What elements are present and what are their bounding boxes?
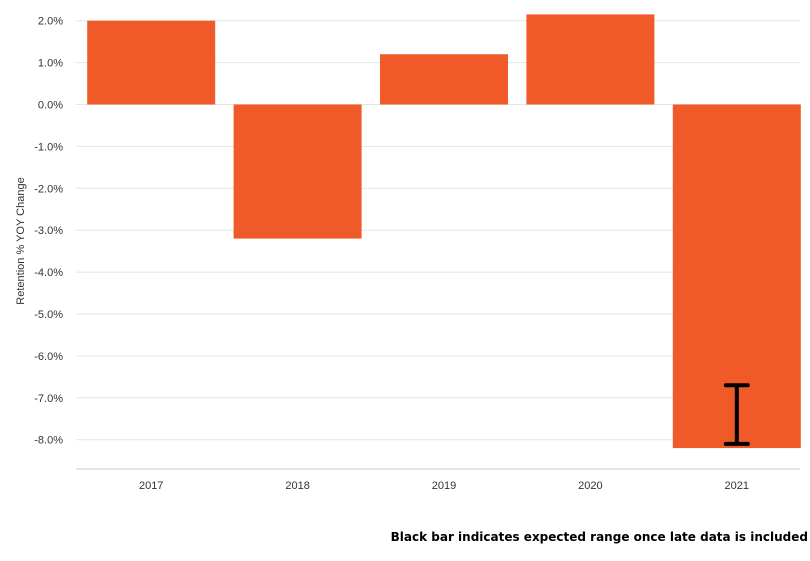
x-tick-label: 2021 — [725, 480, 749, 492]
x-axis-ticks: 2017 2018 2019 2020 2021 — [139, 480, 749, 492]
bar-2020 — [526, 14, 655, 105]
footnote: Black bar indicates expected range once … — [390, 530, 808, 544]
y-tick-label: -3.0% — [34, 225, 63, 237]
y-tick-label: -7.0% — [34, 393, 63, 405]
error-range — [723, 383, 750, 446]
bar-2017 — [87, 20, 216, 105]
y-tick-label: 1.0% — [38, 58, 63, 70]
bar-2019 — [380, 54, 508, 105]
y-tick-label: -5.0% — [34, 309, 63, 321]
y-tick-label: 0.0% — [38, 100, 63, 112]
y-tick-label: -2.0% — [34, 183, 63, 195]
x-tick-label: 2019 — [432, 480, 456, 492]
bars — [87, 14, 801, 449]
x-tick-label: 2020 — [578, 480, 602, 492]
y-tick-label: -6.0% — [34, 351, 63, 363]
y-axis-ticks: 2.0% 1.0% 0.0% -1.0% -2.0% -3.0% -4.0% -5.0% -6.… — [34, 16, 63, 447]
y-tick-label: 2.0% — [38, 16, 63, 28]
bar-2018 — [233, 104, 362, 239]
y-axis-label: Retention % YOY Change — [15, 177, 27, 304]
y-tick-label: -1.0% — [34, 141, 63, 153]
y-tick-label: -4.0% — [34, 267, 63, 279]
x-tick-label: 2017 — [139, 480, 163, 492]
x-tick-label: 2018 — [285, 480, 309, 492]
y-tick-label: -8.0% — [34, 435, 63, 447]
